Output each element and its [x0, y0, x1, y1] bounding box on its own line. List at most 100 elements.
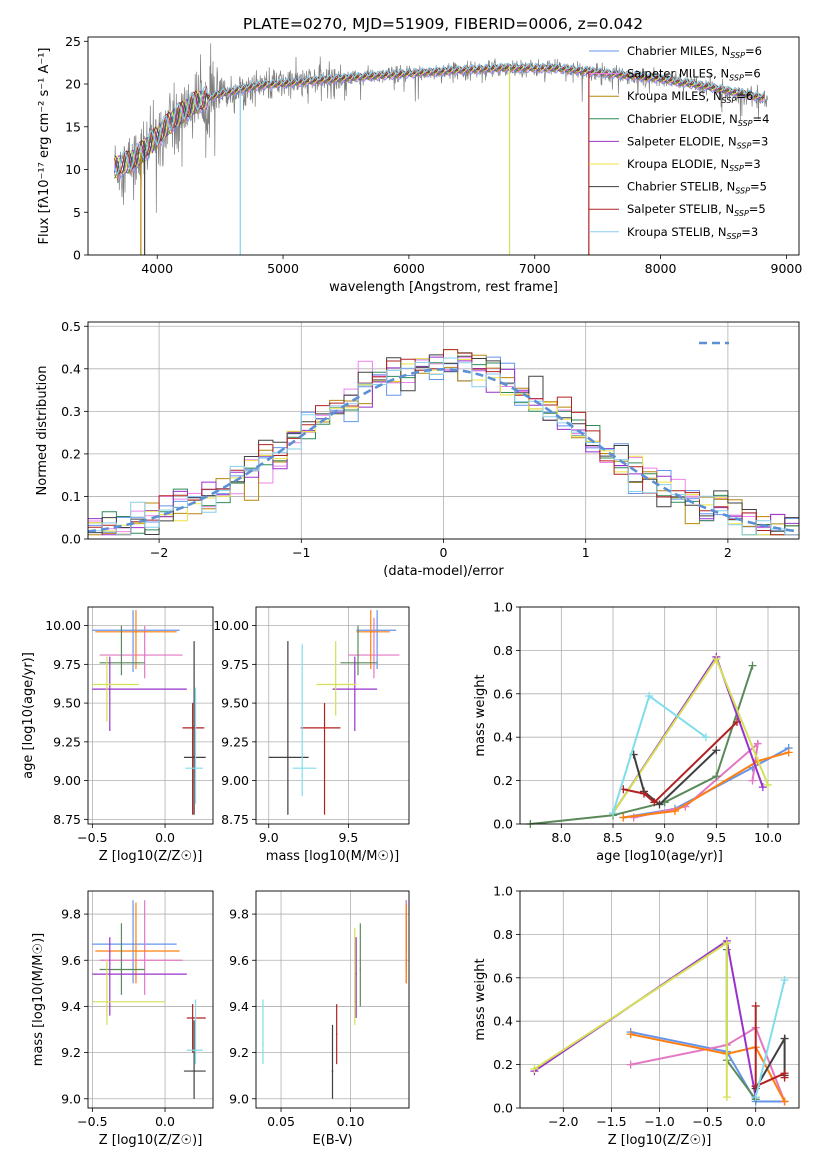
plus-marker [722, 1093, 731, 1102]
x-tick-label: 9.5 [706, 830, 726, 845]
y-tick-label: 5 [73, 205, 81, 220]
y-tick-label: 9.00 [53, 773, 81, 788]
plus-marker [780, 1073, 789, 1082]
plus-marker [780, 1097, 789, 1106]
y-tick-label: 0.5 [61, 319, 81, 334]
data-point [191, 727, 194, 729]
y-tick-label: 9.0 [61, 1091, 81, 1106]
x-tick-label: −2 [150, 545, 168, 560]
legend-suffix: =3 [751, 134, 768, 148]
data-point [287, 756, 289, 759]
legend-subscript: SSP [738, 119, 753, 128]
y-tick-label: 9.8 [61, 907, 81, 922]
y-tick-label: 9.2 [229, 1045, 249, 1060]
x-tick-label: 8000 [645, 261, 677, 276]
x-tick-label: 9.0 [259, 830, 279, 845]
series-line-0 [114, 68, 765, 179]
data-point [109, 688, 111, 690]
y-tick-label: 0.3 [61, 404, 81, 419]
plot-frame [87, 606, 214, 825]
x-tick-label: −1 [292, 545, 310, 560]
x-tick-label: 1 [582, 545, 590, 560]
y-tick-label: 9.50 [221, 696, 249, 711]
legend-suffix: =3 [741, 225, 758, 239]
x-axis-label: wavelength [Angstrom, rest frame] [329, 280, 558, 295]
y-tick-label: 8.75 [53, 812, 81, 827]
legend-subscript: SSP [730, 51, 745, 60]
y-tick-label: 0.2 [493, 773, 513, 788]
series-line-6 [632, 749, 717, 806]
data-point [262, 1042, 264, 1045]
y-tick-label: 9.8 [229, 907, 249, 922]
y-tick-label: 0.0 [493, 1101, 513, 1116]
x-tick-label: −2.0 [548, 1114, 578, 1129]
plus-marker [530, 1064, 539, 1073]
series-line-2 [623, 751, 789, 819]
series-line-8 [754, 979, 786, 1098]
y-axis-label: age [log10(age/yr)] [21, 652, 36, 779]
plus-marker [671, 806, 679, 815]
y-tick-label: 0.8 [493, 927, 513, 942]
data-point [357, 662, 359, 664]
data-point [301, 767, 304, 769]
x-tick-label: 0.10 [337, 1114, 365, 1129]
data-point [191, 1017, 194, 1019]
x-tick-label: 9000 [771, 261, 803, 276]
plus-marker [712, 655, 721, 664]
y-tick-label: 15 [65, 119, 81, 134]
y-tick-label: 9.0 [229, 1091, 249, 1106]
plus-marker [650, 798, 659, 807]
y-tick-label: 0.8 [493, 643, 513, 658]
y-tick-label: 10.00 [213, 618, 249, 633]
y-tick-label: 9.00 [221, 773, 249, 788]
data-point [334, 683, 337, 686]
plot-frame [519, 606, 800, 825]
data-point [106, 1001, 108, 1003]
y-tick-label: 0 [73, 248, 81, 263]
panel-age-vs-mass: 9.0 9.5 8.75 9.00 9.25 9.50 9.75 10.00 mass [log… [213, 606, 410, 864]
y-tick-label: 9.25 [53, 734, 81, 749]
y-tick-label: 0.2 [493, 1057, 513, 1072]
y-tick-label: 0.4 [61, 361, 81, 376]
legend-label: Kroupa ELODIE, NSSP=3 [627, 157, 761, 173]
y-tick-label: 20 [65, 77, 81, 92]
data-point [359, 968, 362, 971]
data-point [355, 973, 357, 975]
data-point [143, 654, 146, 656]
legend-suffix: =4 [753, 112, 770, 126]
data-point [132, 943, 134, 945]
panel-spectrum: 4000 5000 6000 7000 8000 9000 0 5 10 15 20 25 wavele… [37, 34, 802, 295]
data-point [405, 950, 408, 952]
legend-subscript: SSP [729, 164, 744, 173]
legend-label: Chabrier MILES, NSSP=6 [627, 44, 762, 60]
plus-marker [780, 975, 789, 984]
x-tick-label: 0.0 [155, 1114, 175, 1129]
plus-marker [748, 776, 757, 785]
series-line-7 [114, 63, 765, 175]
y-axis-label: mass weight [473, 958, 488, 1040]
series-line-7 [623, 721, 738, 804]
panel-age-vs-z: −0.5 0.0 8.75 9.00 9.25 9.50 9.75 10.00 Z [log10… [21, 606, 214, 864]
y-axis-label: Normed distribution [35, 366, 50, 496]
y-tick-label: 0.0 [493, 817, 513, 832]
y-tick-label: 10 [65, 162, 81, 177]
plus-marker [702, 733, 710, 742]
legend-subscript: SSP [734, 209, 749, 218]
x-tick-label: 0.05 [267, 1114, 295, 1129]
plus-marker [626, 1060, 635, 1069]
x-tick-label: 6000 [393, 261, 425, 276]
legend-label: Chabrier ELODIE, NSSP=4 [627, 112, 769, 128]
y-tick-label: 0.6 [493, 970, 513, 985]
panel-residuals: −2 −1 0 1 2 0.0 0.1 0.2 0.3 0.4 0.5 (data-model)/er… [35, 319, 800, 579]
legend-suffix: =6 [745, 44, 762, 58]
plot-frame [87, 36, 800, 256]
data-point [120, 968, 123, 971]
legend-label: Salpeter ELODIE, NSSP=3 [627, 134, 768, 150]
x-tick-label: 0.0 [746, 1114, 766, 1129]
data-point [193, 1070, 195, 1072]
plot-frame [87, 321, 800, 540]
x-tick-label: 10.0 [754, 830, 782, 845]
legend-label: Chabrier STELIB, NSSP=5 [627, 180, 767, 196]
plus-marker [764, 780, 772, 789]
y-tick-label: 9.25 [221, 734, 249, 749]
